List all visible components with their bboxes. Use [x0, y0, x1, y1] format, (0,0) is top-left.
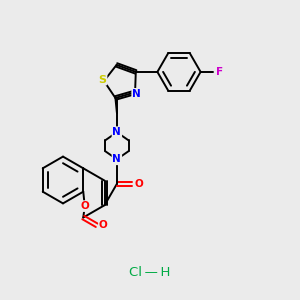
- Text: N: N: [112, 127, 121, 137]
- Text: S: S: [98, 74, 106, 85]
- Text: F: F: [216, 67, 223, 77]
- Text: O: O: [99, 220, 108, 230]
- Text: Cl — H: Cl — H: [129, 266, 171, 280]
- Text: O: O: [134, 179, 143, 189]
- Text: O: O: [80, 201, 89, 211]
- Text: N: N: [132, 89, 141, 99]
- Text: N: N: [112, 154, 121, 164]
